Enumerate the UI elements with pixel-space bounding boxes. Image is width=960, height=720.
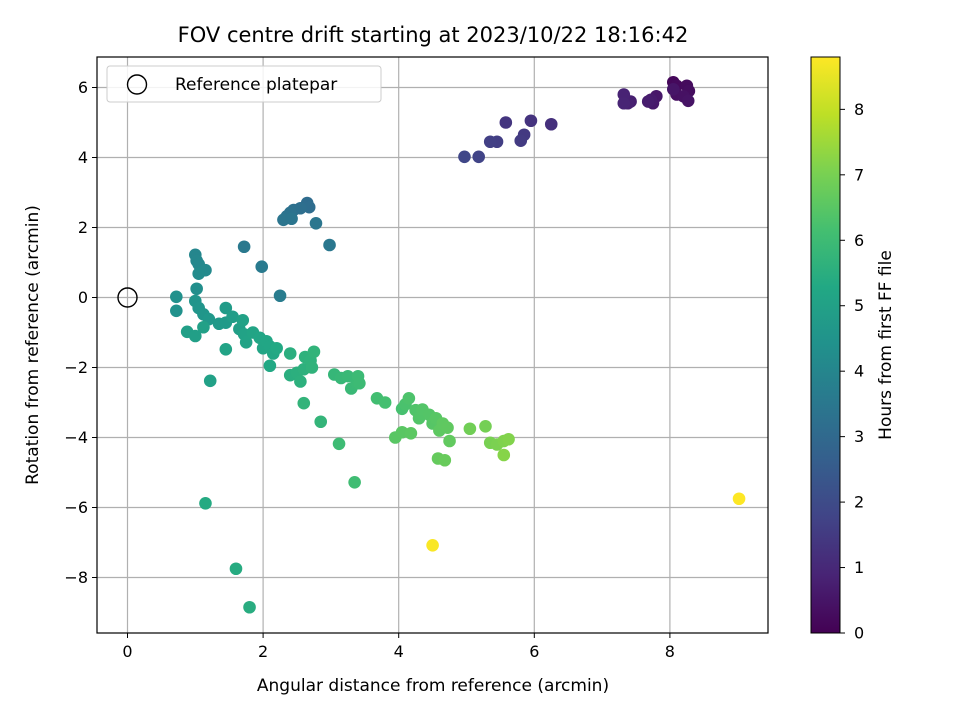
data-point: [294, 375, 307, 388]
data-point: [483, 135, 497, 149]
data-point: [341, 369, 355, 383]
colorbar-label: Hours from first FF file: [876, 250, 896, 440]
colorbar-tick-label: 8: [854, 100, 864, 119]
data-point: [170, 290, 183, 304]
y-tick-label: 4: [78, 148, 88, 167]
data-point: [189, 329, 202, 343]
data-point: [285, 212, 298, 226]
reference-platepar-marker: [117, 287, 138, 308]
data-point: [353, 376, 366, 390]
data-point: [404, 427, 418, 440]
y-tick-label: 0: [78, 288, 88, 307]
data-points: [170, 75, 746, 614]
data-point: [237, 240, 251, 254]
y-axis-label: Rotation from reference (arcmin): [23, 205, 43, 485]
data-point: [199, 497, 212, 510]
data-point: [219, 301, 233, 315]
data-point: [170, 304, 183, 318]
data-point: [255, 260, 269, 274]
data-point: [192, 267, 205, 281]
x-tick-label: 0: [122, 642, 132, 661]
y-tick-label: −2: [64, 358, 88, 377]
data-point: [305, 361, 319, 374]
data-point: [443, 434, 456, 448]
data-point: [263, 359, 277, 373]
x-tick-label: 8: [665, 642, 675, 661]
data-point: [219, 343, 233, 356]
plot-frame: [96, 56, 769, 634]
reference-marker: [117, 287, 138, 308]
colorbar-tick-label: 4: [854, 362, 864, 381]
colorbar-tick-label: 1: [854, 558, 864, 577]
x-axis-ticks: 0 2 4 6 8: [122, 633, 675, 661]
data-point: [402, 392, 416, 405]
legend-box: [106, 65, 382, 103]
data-point: [497, 448, 511, 462]
data-point: [666, 82, 680, 96]
x-tick-label: 2: [258, 642, 268, 661]
data-point: [479, 420, 492, 433]
data-point: [426, 539, 439, 552]
colorbar-gradient: [810, 56, 841, 634]
data-point: [297, 396, 311, 410]
data-point: [641, 95, 655, 108]
x-tick-label: 6: [529, 642, 539, 661]
data-point: [502, 432, 515, 446]
legend-label: Reference platepar: [175, 75, 337, 95]
colorbar-tick-label: 3: [854, 427, 864, 446]
data-point: [314, 415, 328, 429]
data-point: [472, 150, 486, 164]
data-point: [270, 341, 283, 355]
colorbar-tick-label: 6: [854, 231, 864, 250]
y-tick-label: 2: [78, 218, 88, 237]
data-point: [226, 310, 239, 324]
data-point: [378, 396, 392, 409]
data-point: [307, 345, 321, 359]
data-point: [524, 114, 538, 128]
data-point: [283, 347, 297, 360]
data-point: [190, 282, 203, 296]
data-point: [544, 117, 558, 131]
data-point: [197, 320, 210, 334]
data-point: [332, 437, 346, 451]
data-point: [323, 238, 336, 252]
data-point: [438, 453, 452, 467]
colorbar-tick-label: 2: [854, 493, 864, 512]
y-tick-label: −6: [64, 498, 88, 517]
data-point: [441, 421, 454, 435]
colorbar: 0 1 2 3 4 5 6 7 8 Hours from first FF file: [810, 56, 896, 643]
x-tick-label: 4: [394, 642, 404, 661]
data-point: [348, 476, 361, 489]
legend-marker-icon: [126, 74, 148, 95]
data-point: [239, 336, 253, 349]
data-point: [309, 217, 323, 230]
data-point: [463, 422, 477, 436]
data-point: [243, 600, 256, 614]
legend: Reference platepar: [106, 65, 382, 103]
data-point: [499, 116, 513, 129]
y-axis-ticks: −8 −6 −4 −2 0 2 4 6: [64, 78, 97, 587]
data-point: [236, 313, 250, 327]
colorbar-ticks: 0 1 2 3 4 5 6 7 8: [840, 100, 864, 643]
data-point: [681, 94, 695, 108]
data-point: [203, 374, 217, 388]
colorbar-tick-label: 5: [854, 296, 864, 315]
y-tick-label: −4: [64, 428, 88, 447]
data-point: [273, 289, 287, 303]
y-tick-label: −8: [64, 568, 88, 587]
x-axis-label: Angular distance from reference (arcmin): [257, 676, 609, 696]
y-tick-label: 6: [78, 78, 88, 97]
colorbar-tick-label: 7: [854, 165, 864, 184]
colorbar-tick-label: 0: [854, 624, 864, 643]
data-point: [229, 562, 243, 576]
data-point: [514, 134, 528, 147]
chart-title: FOV centre drift starting at 2023/10/22 …: [178, 23, 689, 47]
grid: [97, 57, 768, 633]
data-point: [458, 150, 471, 164]
data-point: [732, 492, 746, 506]
data-point: [617, 96, 631, 110]
data-point: [617, 88, 631, 101]
